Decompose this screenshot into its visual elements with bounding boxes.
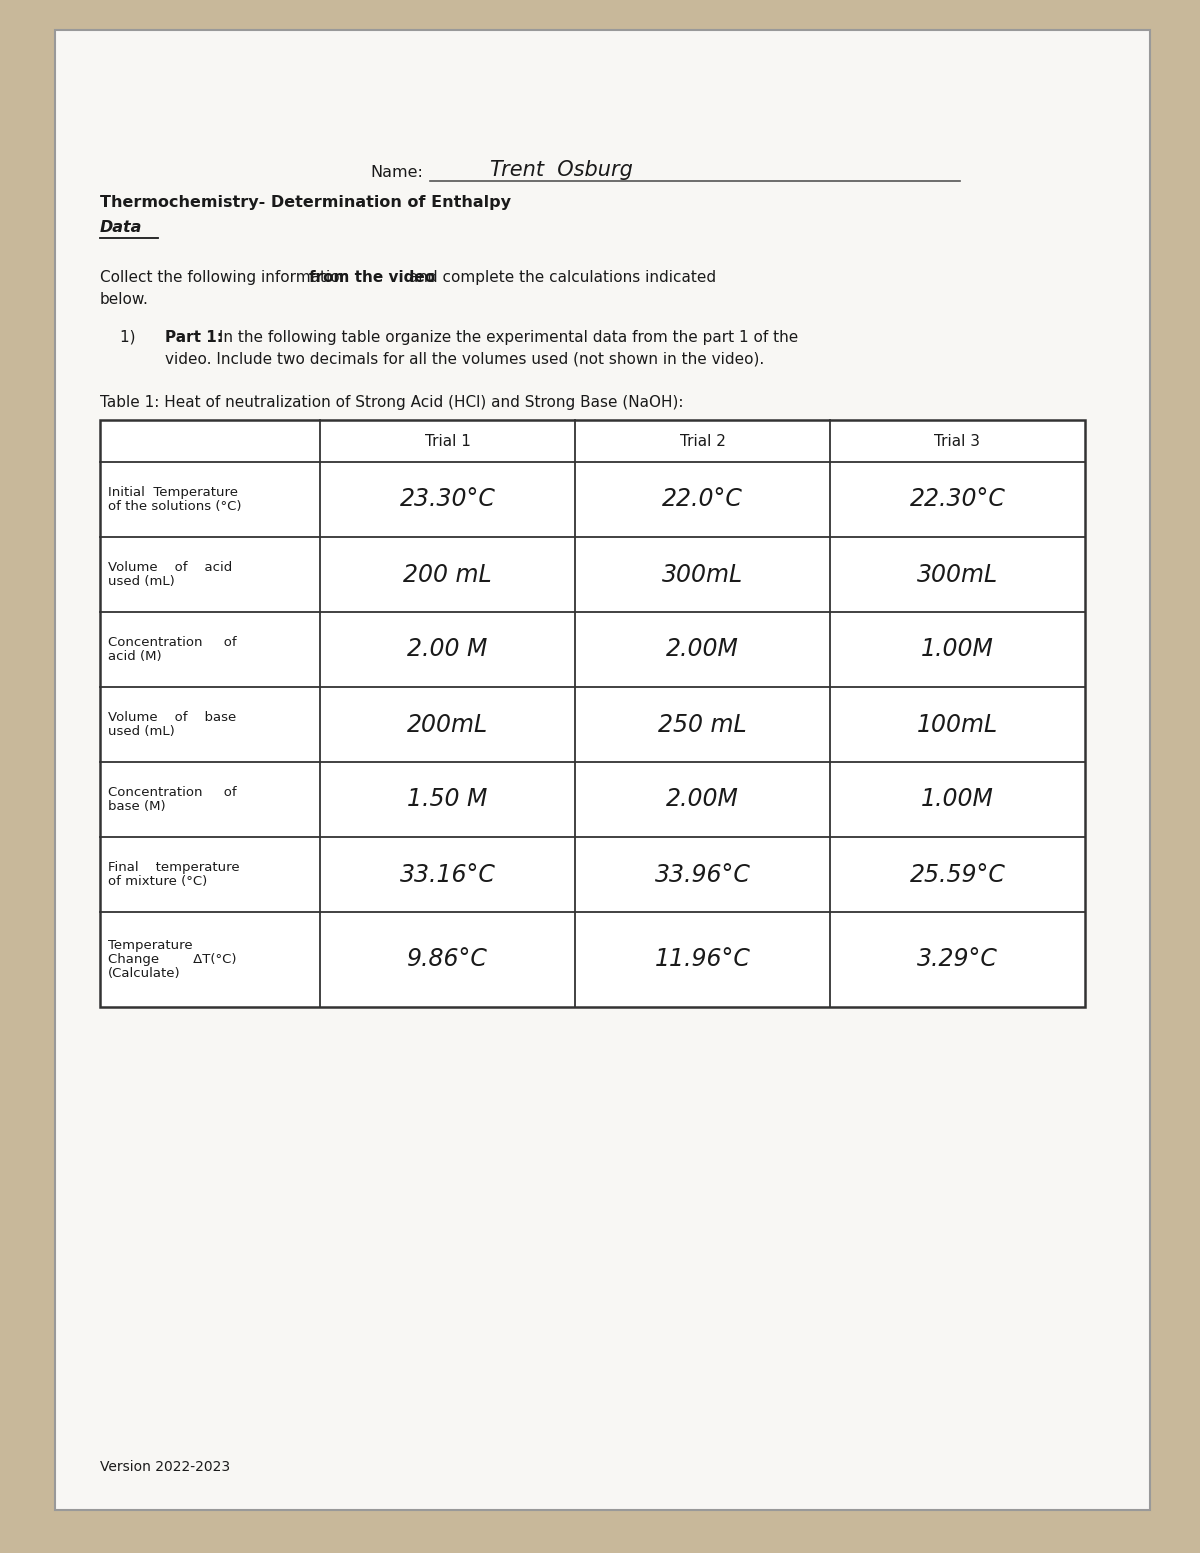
Text: 200mL: 200mL <box>407 713 488 736</box>
Text: Data: Data <box>100 221 143 235</box>
Text: Collect the following information: Collect the following information <box>100 270 354 286</box>
Text: Volume    of    base: Volume of base <box>108 711 236 724</box>
Text: base (M): base (M) <box>108 800 166 814</box>
Text: used (mL): used (mL) <box>108 725 175 738</box>
Text: Table 1: Heat of neutralization of Strong Acid (HCl) and Strong Base (NaOH):: Table 1: Heat of neutralization of Stron… <box>100 394 684 410</box>
Text: In the following table organize the experimental data from the part 1 of the: In the following table organize the expe… <box>214 329 798 345</box>
Text: 100mL: 100mL <box>917 713 998 736</box>
Text: 25.59°C: 25.59°C <box>910 862 1006 887</box>
Text: 2.00M: 2.00M <box>666 637 739 662</box>
Text: Name:: Name: <box>370 165 422 180</box>
Text: 9.86°C: 9.86°C <box>407 947 488 972</box>
Text: Temperature: Temperature <box>108 940 193 952</box>
Text: 300mL: 300mL <box>662 562 743 587</box>
Text: and complete the calculations indicated: and complete the calculations indicated <box>403 270 715 286</box>
Text: 300mL: 300mL <box>917 562 998 587</box>
Text: video. Include two decimals for all the volumes used (not shown in the video).: video. Include two decimals for all the … <box>166 353 764 367</box>
Text: Trial 1: Trial 1 <box>425 433 470 449</box>
Bar <box>100 419 1085 1006</box>
Text: 33.16°C: 33.16°C <box>400 862 496 887</box>
Text: Volume    of    acid: Volume of acid <box>108 561 233 575</box>
Text: Trent  Osburg: Trent Osburg <box>490 160 632 180</box>
Text: Concentration     of: Concentration of <box>108 786 236 798</box>
Text: 200 mL: 200 mL <box>403 562 492 587</box>
Text: 2.00M: 2.00M <box>666 787 739 812</box>
Text: of the solutions (°C): of the solutions (°C) <box>108 500 241 512</box>
Text: Trial 2: Trial 2 <box>679 433 726 449</box>
Text: (Calculate): (Calculate) <box>108 968 181 980</box>
Text: 250 mL: 250 mL <box>658 713 746 736</box>
Text: Part 1:: Part 1: <box>166 329 223 345</box>
Text: 3.29°C: 3.29°C <box>917 947 998 972</box>
Text: Thermochemistry- Determination of Enthalpy: Thermochemistry- Determination of Enthal… <box>100 196 511 210</box>
Text: acid (M): acid (M) <box>108 651 162 663</box>
Text: 2.00 M: 2.00 M <box>407 637 487 662</box>
Text: Change        ΔT(°C): Change ΔT(°C) <box>108 954 236 966</box>
Text: used (mL): used (mL) <box>108 575 175 589</box>
Text: 22.0°C: 22.0°C <box>662 488 743 511</box>
Text: 1): 1) <box>120 329 145 345</box>
Text: of mixture (°C): of mixture (°C) <box>108 874 208 888</box>
Text: Version 2022-2023: Version 2022-2023 <box>100 1460 230 1474</box>
Text: 23.30°C: 23.30°C <box>400 488 496 511</box>
Text: 1.00M: 1.00M <box>922 637 994 662</box>
Text: Final    temperature: Final temperature <box>108 860 240 874</box>
Text: 1.50 M: 1.50 M <box>407 787 487 812</box>
Text: 1.00M: 1.00M <box>922 787 994 812</box>
Text: Trial 3: Trial 3 <box>935 433 980 449</box>
Text: Initial  Temperature: Initial Temperature <box>108 486 238 499</box>
Text: 22.30°C: 22.30°C <box>910 488 1006 511</box>
Text: below.: below. <box>100 292 149 307</box>
Text: Concentration     of: Concentration of <box>108 637 236 649</box>
Text: from the video: from the video <box>310 270 436 286</box>
Text: 33.96°C: 33.96°C <box>654 862 750 887</box>
Text: 11.96°C: 11.96°C <box>654 947 750 972</box>
